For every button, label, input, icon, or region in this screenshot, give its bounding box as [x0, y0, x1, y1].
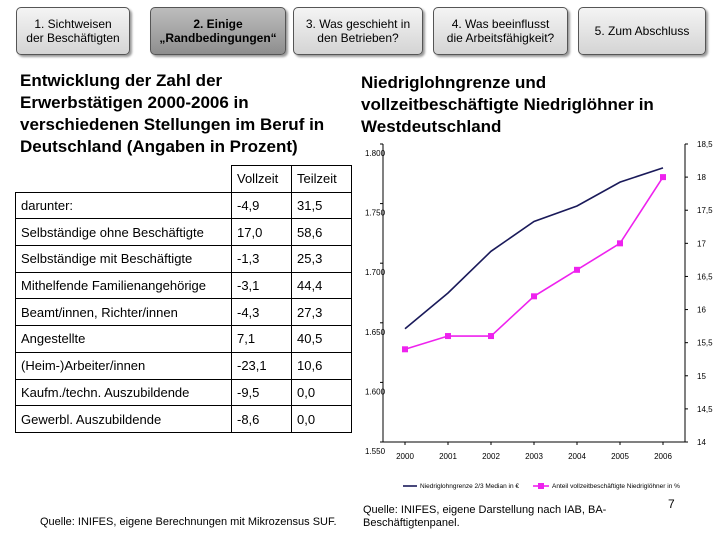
- y-right-tick-label: 18,5: [697, 140, 713, 149]
- y-left-tick-label: 1.550: [365, 447, 386, 456]
- y-right-tick-label: 15,5: [697, 339, 713, 348]
- y-right-tick-label: 17,5: [697, 206, 713, 215]
- table-header-row: Vollzeit Teilzeit: [15, 165, 352, 193]
- series-point-2: [531, 293, 537, 300]
- series-point-2: [445, 333, 451, 340]
- y-right-tick-label: 15: [697, 372, 706, 381]
- series-point-2: [617, 240, 623, 247]
- row-label: Selbständige mit Beschäftigte: [15, 245, 232, 273]
- row-vollzeit: -23,1: [231, 351, 292, 380]
- row-label: Gewerbl. Auszubildende: [15, 405, 232, 433]
- legend-marker-2: [538, 483, 544, 489]
- table-row: Mithelfende Familienangehörige -3,1 44,4: [15, 271, 352, 300]
- x-tick-label: 2003: [525, 452, 543, 461]
- y-right-tick-label: 16: [697, 306, 706, 315]
- row-label: Mithelfende Familienangehörige: [15, 271, 232, 300]
- row-label: Kaufm./techn. Auszubildende: [15, 378, 232, 407]
- table-row: darunter: -4,9 31,5: [15, 191, 352, 220]
- tab-label: 1. Sichtweisen der Beschäftigten: [26, 17, 120, 45]
- series-line-1: [404, 167, 664, 330]
- table-row: (Heim-)Arbeiter/innen -23,1 10,6: [15, 351, 352, 380]
- y-right-tick-label: 16,5: [697, 272, 713, 281]
- employment-table: Vollzeit Teilzeit darunter: -4,9 31,5 Selb…: [15, 165, 352, 433]
- row-vollzeit: 17,0: [231, 218, 292, 247]
- left-source: Quelle: INIFES, eigene Berechnungen mit …: [40, 516, 337, 528]
- row-vollzeit: -4,9: [231, 191, 292, 220]
- row-label: darunter:: [15, 191, 232, 220]
- y-right-tick-label: 17: [697, 239, 706, 248]
- tab-betriebe[interactable]: 3. Was geschieht in den Betrieben?: [293, 7, 423, 55]
- row-label: Beamt/innen, Richter/innen: [15, 298, 232, 327]
- table-row: Beamt/innen, Richter/innen -4,3 27,3: [15, 298, 352, 327]
- y-left-tick-label: 1.750: [365, 209, 386, 218]
- y-left-tick-label: 1.600: [365, 387, 386, 396]
- row-teilzeit: 58,6: [291, 218, 352, 247]
- row-teilzeit: 40,5: [291, 325, 352, 353]
- table-row: Kaufm./techn. Auszubildende -9,5 0,0: [15, 378, 352, 407]
- row-teilzeit: 25,3: [291, 245, 352, 273]
- tab-randbedingungen[interactable]: 2. Einige „Randbedingungen“: [150, 7, 286, 55]
- row-vollzeit: -9,5: [231, 378, 292, 407]
- series-point-2: [660, 174, 666, 181]
- low-wage-chart: 1.550 1.600 1.650 1.700 1.750 1.800 14 14,5 15 15…: [365, 140, 713, 490]
- row-teilzeit: 10,6: [291, 351, 352, 380]
- row-vollzeit: -1,3: [231, 245, 292, 273]
- tab-label: 2. Einige „Randbedingungen“: [159, 17, 277, 45]
- row-teilzeit: 44,4: [291, 271, 352, 300]
- tab-arbeitsfaehigkeit[interactable]: 4. Was beeinflusst die Arbeitsfähigkeit?: [433, 7, 568, 55]
- y-left-tick-label: 1.800: [365, 149, 386, 158]
- x-tick-label: 2000: [396, 452, 414, 461]
- x-tick-label: 2004: [568, 452, 586, 461]
- row-label: Selbständige ohne Beschäftigte: [15, 218, 232, 247]
- tab-sichtweisen[interactable]: 1. Sichtweisen der Beschäftigten: [16, 7, 130, 55]
- x-tick-label: 2001: [439, 452, 457, 461]
- tab-label: 5. Zum Abschluss: [594, 24, 690, 38]
- y-right-tick-label: 14,5: [697, 405, 713, 414]
- row-label: (Heim-)Arbeiter/innen: [15, 351, 232, 380]
- right-heading: Niedriglohngrenze und vollzeitbeschäftig…: [361, 73, 654, 136]
- series-line-2: [404, 176, 664, 351]
- row-vollzeit: 7,1: [231, 325, 292, 353]
- table-row: Selbständige ohne Beschäftigte 17,0 58,6: [15, 218, 352, 247]
- table-header-vollzeit: Vollzeit: [231, 165, 292, 193]
- row-teilzeit: 31,5: [291, 191, 352, 220]
- series-point-2: [402, 346, 408, 353]
- x-tick-label: 2005: [611, 452, 629, 461]
- x-tick-label: 2006: [654, 452, 672, 461]
- row-vollzeit: -8,6: [231, 405, 292, 433]
- row-vollzeit: -3,1: [231, 271, 292, 300]
- y-right-tick-label: 18: [697, 173, 706, 182]
- legend-label-2: Anteil vollzeitbeschäftigte Niedriglöhne…: [552, 483, 680, 490]
- table-header-teilzeit: Teilzeit: [291, 165, 352, 193]
- page-number: 7: [668, 497, 675, 511]
- legend-label-1: Niedriglohngrenze 2/3 Median in €: [420, 483, 519, 490]
- y-right-tick-label: 14: [697, 438, 706, 447]
- row-vollzeit: -4,3: [231, 298, 292, 327]
- table-row: Gewerbl. Auszubildende -8,6 0,0: [15, 405, 352, 433]
- tab-abschluss[interactable]: 5. Zum Abschluss: [578, 7, 706, 55]
- y-left-tick-label: 1.700: [365, 268, 386, 277]
- row-teilzeit: 27,3: [291, 298, 352, 327]
- table-row: Selbständige mit Beschäftigte -1,3 25,3: [15, 245, 352, 273]
- table-header-empty: [15, 165, 232, 193]
- tab-label: 3. Was geschieht in den Betrieben?: [305, 17, 411, 45]
- series-point-2: [574, 266, 580, 273]
- left-heading: Entwicklung der Zahl der Erwerbstätigen …: [20, 71, 325, 156]
- tab-label: 4. Was beeinflusst die Arbeitsfähigkeit?: [446, 17, 555, 45]
- row-label: Angestellte: [15, 325, 232, 353]
- row-teilzeit: 0,0: [291, 405, 352, 433]
- right-source: Quelle: INIFES, eigene Darstellung nach …: [363, 504, 607, 529]
- y-left-tick-label: 1.650: [365, 328, 386, 337]
- table-row: Angestellte 7,1 40,5: [15, 325, 352, 353]
- x-tick-label: 2002: [482, 452, 500, 461]
- series-point-2: [488, 333, 494, 340]
- row-teilzeit: 0,0: [291, 378, 352, 407]
